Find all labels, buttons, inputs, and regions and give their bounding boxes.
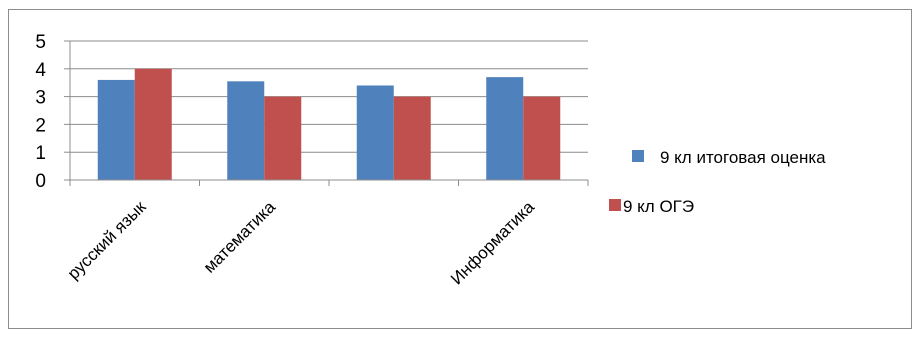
x-category-label: русский язык: [64, 197, 150, 283]
x-category-label: Информатика: [447, 197, 538, 288]
bar-oge-0: [134, 68, 172, 180]
y-tick-label: 2: [35, 115, 46, 136]
legend-label-final-grade: 9 кл итоговая оценка: [660, 148, 826, 167]
legend-marker-final-grade: [632, 150, 644, 162]
y-tick-label: 5: [35, 32, 46, 53]
bar-final-grade-2: [356, 85, 394, 180]
y-tick-label: 4: [35, 60, 46, 81]
legend-marker-oge: [609, 199, 621, 211]
legend-label-oge: 9 кл ОГЭ: [623, 197, 694, 216]
bar-final-grade-0: [97, 79, 135, 180]
y-tick-label: 1: [35, 143, 46, 164]
bar-oge-1: [264, 96, 302, 180]
bar-oge-3: [523, 96, 561, 180]
bar-final-grade-3: [486, 77, 524, 180]
y-tick-label: 0: [35, 171, 46, 192]
y-tick-label: 3: [35, 88, 46, 109]
x-category-label: математика: [200, 197, 280, 277]
bar-oge-2: [393, 96, 431, 180]
bar-final-grade-1: [227, 81, 265, 180]
